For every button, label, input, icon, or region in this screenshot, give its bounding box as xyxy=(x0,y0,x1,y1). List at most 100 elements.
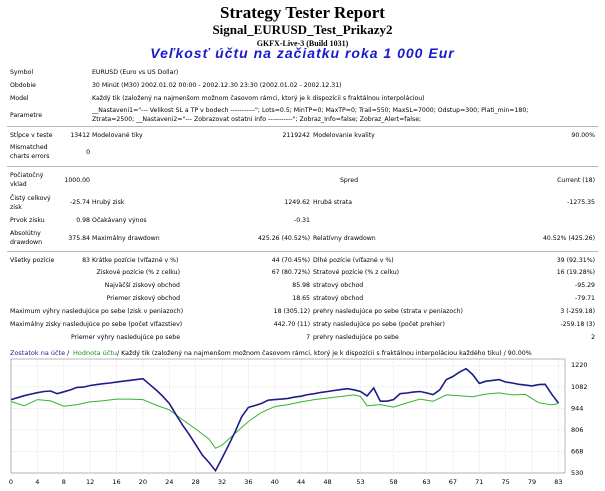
divider xyxy=(7,166,598,167)
loss-trades-value: 16 (19.28%) xyxy=(556,269,595,276)
abs-drawdown-label: Absolútny xyxy=(10,230,41,237)
max-cons-wins-label: Maximum výhry nasledujúce po sebe (zisk … xyxy=(10,308,184,315)
ticks-label: Modelované tiky xyxy=(92,132,143,139)
x-tick-label: 4 xyxy=(35,478,39,486)
x-tick-label: 36 xyxy=(244,478,252,486)
mismatch-label: Mismatched xyxy=(10,144,48,151)
profit-trades-value: 67 (80.72%) xyxy=(271,269,310,276)
period-label: Obdobie xyxy=(10,82,36,89)
maximal-cons-loss-label: straty nasledujúce po sebe (počet prehie… xyxy=(313,321,445,328)
max-cons-losses-value: 3 (-259.18) xyxy=(560,308,595,315)
total-trades-value: 83 xyxy=(82,257,90,264)
x-tick-label: 71 xyxy=(475,478,483,486)
chart-legend-equity: Hodnota účtu xyxy=(73,349,117,357)
x-tick-label: 0 xyxy=(9,478,13,486)
x-tick-label: 63 xyxy=(422,478,430,486)
params-line-2: Ztrata=2500; __Nastaveni2="--- Zobrazova… xyxy=(92,116,422,123)
long-trades-label: Dlhé pozície (víťazné v %) xyxy=(313,257,394,264)
chart-legend-separator: / xyxy=(67,349,70,357)
largest-profit-label: Najväčší ziskový obchod xyxy=(104,282,180,289)
model-label: Model xyxy=(10,95,29,102)
gross-loss-label: Hrubá strata xyxy=(313,199,353,206)
x-tick-label: 8 xyxy=(62,478,66,486)
x-tick-label: 58 xyxy=(389,478,397,486)
long-trades-value: 39 (92.31%) xyxy=(556,257,595,264)
x-tick-label: 53 xyxy=(356,478,364,486)
gross-loss-value: -1275.35 xyxy=(567,199,595,206)
mismatch-value: 0 xyxy=(86,149,90,156)
divider xyxy=(7,251,598,252)
maximal-cons-profit-label: Maximálny zisky nasledujúce po sebe (poč… xyxy=(10,321,183,328)
expected-payoff-value: -0.31 xyxy=(293,217,310,224)
avg-cons-wins-label: Priemer výhry nasledujúce po sebe xyxy=(70,334,180,341)
plot-frame xyxy=(10,358,566,474)
spread-label: Spred xyxy=(340,177,358,184)
x-tick-label: 83 xyxy=(554,478,562,486)
deposit-label-2: vklad xyxy=(10,181,27,188)
symbol-label: Symbol xyxy=(10,69,34,76)
symbol-value: EURUSD (Euro vs US Dollar) xyxy=(92,69,179,76)
x-tick-label: 75 xyxy=(502,478,510,486)
y-tick-label: 1220 xyxy=(571,361,588,369)
profit-factor-value: 0.98 xyxy=(76,217,90,224)
largest-loss-value: -95.29 xyxy=(575,282,595,289)
divider xyxy=(7,126,598,127)
equity-line xyxy=(10,392,559,449)
x-tick-label: 67 xyxy=(449,478,457,486)
bars-value: 13412 xyxy=(70,132,90,139)
deposit-value: 1000.00 xyxy=(64,177,90,184)
bars-label: Stĺpce v teste xyxy=(10,132,53,139)
rel-drawdown-label: Relatívny drawdown xyxy=(313,235,376,242)
report-subtitle: Signal_EURUSD_Test_Prikazy2 xyxy=(212,22,393,37)
avg-loss-value: -79.71 xyxy=(575,295,595,302)
net-profit-label-2: zisk xyxy=(10,204,22,211)
maximal-cons-loss-value: -259.18 (3) xyxy=(560,321,595,328)
short-trades-label: Krátke pozície (víťazné v %) xyxy=(92,257,179,264)
avg-cons-wins-value: 7 xyxy=(306,334,310,341)
x-tick-label: 48 xyxy=(323,478,331,486)
x-tick-label: 24 xyxy=(165,478,173,486)
avg-profit-value: 18.65 xyxy=(292,295,310,302)
max-drawdown-value: 425.26 (40.52%) xyxy=(257,235,310,242)
avg-loss-label: stratový obchod xyxy=(313,295,364,302)
rel-drawdown-value: 40.52% (425.26) xyxy=(542,235,595,242)
gross-profit-value: 1249.62 xyxy=(284,199,310,206)
max-cons-wins-value: 18 (305.12) xyxy=(273,308,310,315)
balance-line xyxy=(10,367,560,473)
chart-legend-balance: Zostatok na účte xyxy=(10,349,65,357)
maximal-cons-profit-value: 442.70 (11) xyxy=(273,321,310,328)
profit-factor-label: Prvok zisku xyxy=(10,217,45,224)
x-tick-label: 40 xyxy=(271,478,279,486)
params-line-1: __Nastaveni1="--- Velikost SL a TP v bod… xyxy=(92,107,529,114)
total-trades-label: Všetky pozície xyxy=(10,257,55,264)
expected-payoff-label: Očakávaný výnos xyxy=(92,217,147,224)
period-value: 30 Minút (M30) 2002.01.02 00:00 - 2002.1… xyxy=(92,82,342,89)
max-drawdown-label: Maximálny drawdown xyxy=(92,235,160,242)
overlay-annotation: Veľkosť účtu na začiatku roka 1 000 Eur xyxy=(150,45,455,61)
y-tick-label: 944 xyxy=(571,404,583,412)
report-title: Strategy Tester Report xyxy=(220,3,385,22)
avg-cons-losses-value: 2 xyxy=(591,334,595,341)
abs-drawdown-value: 375.84 xyxy=(68,235,90,242)
build-label: GKFX-Live-3 (Build 1031) xyxy=(256,39,349,48)
profit-trades-label: Ziskové pozície (% z celku) xyxy=(96,269,180,276)
largest-loss-label: stratový obchod xyxy=(313,282,364,289)
gross-profit-label: Hrubý zisk xyxy=(92,199,125,206)
y-tick-label: 806 xyxy=(571,426,583,434)
x-tick-label: 32 xyxy=(218,478,226,486)
x-tick-label: 28 xyxy=(192,478,200,486)
balance-chart: 1220 1082 944 806 668 530 0 4 8 12 16 20 24 28 32 36 40… xyxy=(7,345,598,487)
short-trades-value: 44 (70.45%) xyxy=(271,257,310,264)
loss-trades-label: Stratové pozície (% z celku) xyxy=(313,269,400,276)
max-cons-losses-label: prehry nasledujúce po sebe (strata v pen… xyxy=(313,308,463,315)
net-profit-label: Čistý celkový xyxy=(10,195,51,202)
x-tick-label: 20 xyxy=(139,478,147,486)
x-tick-label: 16 xyxy=(112,478,120,486)
abs-drawdown-label-2: drawdown xyxy=(10,239,43,246)
spread-value: Current (18) xyxy=(557,177,595,184)
x-tick-label: 79 xyxy=(528,478,536,486)
model-value: Každý tik (založený na najmenšom možnom … xyxy=(92,95,425,102)
y-tick-label: 530 xyxy=(571,469,583,477)
x-tick-label: 44 xyxy=(297,478,305,486)
